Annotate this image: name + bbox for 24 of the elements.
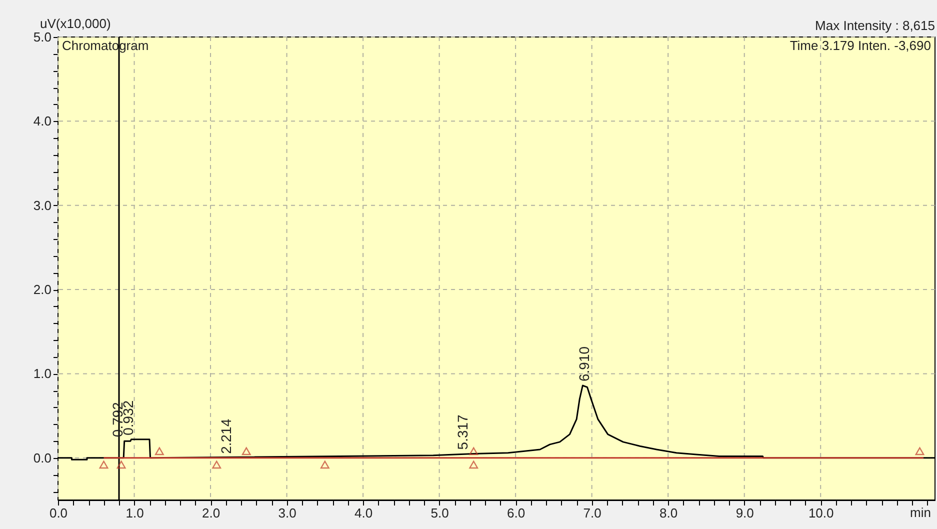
annotation: 6.910 [576, 346, 592, 382]
x-tick-label: 1.0 [126, 506, 144, 520]
y-tick-label: 0.0 [33, 450, 52, 466]
y-tick-label: 2.0 [33, 282, 52, 298]
x-tick-label: 7.0 [583, 506, 602, 520]
x-tick-label: 5.0 [430, 506, 449, 520]
x-tick-label: 0.0 [49, 506, 68, 520]
y-tick-label: 5.0 [33, 30, 52, 44]
annotation: Time 3.179 Inten. -3,690 [790, 38, 931, 53]
y-tick-label: 3.0 [33, 198, 52, 213]
annotation: 5.317 [454, 414, 470, 450]
text: Max Intensity : 8,615 [815, 18, 935, 33]
annotation: 2.214 [218, 418, 234, 454]
x-tick-label: 3.0 [278, 506, 296, 520]
x-tick-label: 4.0 [354, 506, 373, 520]
x-tick-label: 10.0 [808, 506, 834, 520]
y-tick-label: 1.0 [33, 366, 52, 382]
x-axis-title: min [910, 505, 931, 520]
x-tick-label: 9.0 [736, 506, 754, 520]
y-tick-label: 4.0 [33, 114, 52, 129]
x-tick-label: 2.0 [202, 506, 220, 520]
x-tick-label: 8.0 [660, 506, 678, 520]
y-axis-title: uV(x10,000) [40, 16, 111, 31]
x-tick-label: 6.0 [507, 506, 526, 520]
